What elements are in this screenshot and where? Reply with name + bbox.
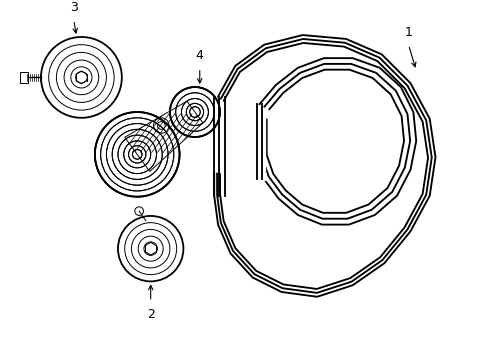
Text: 3: 3 [70,1,78,14]
Polygon shape [211,109,265,181]
Bar [20,72,27,83]
Text: 4: 4 [195,49,203,62]
Polygon shape [124,101,203,171]
Text: 2: 2 [146,308,154,321]
Text: 1: 1 [404,26,412,39]
